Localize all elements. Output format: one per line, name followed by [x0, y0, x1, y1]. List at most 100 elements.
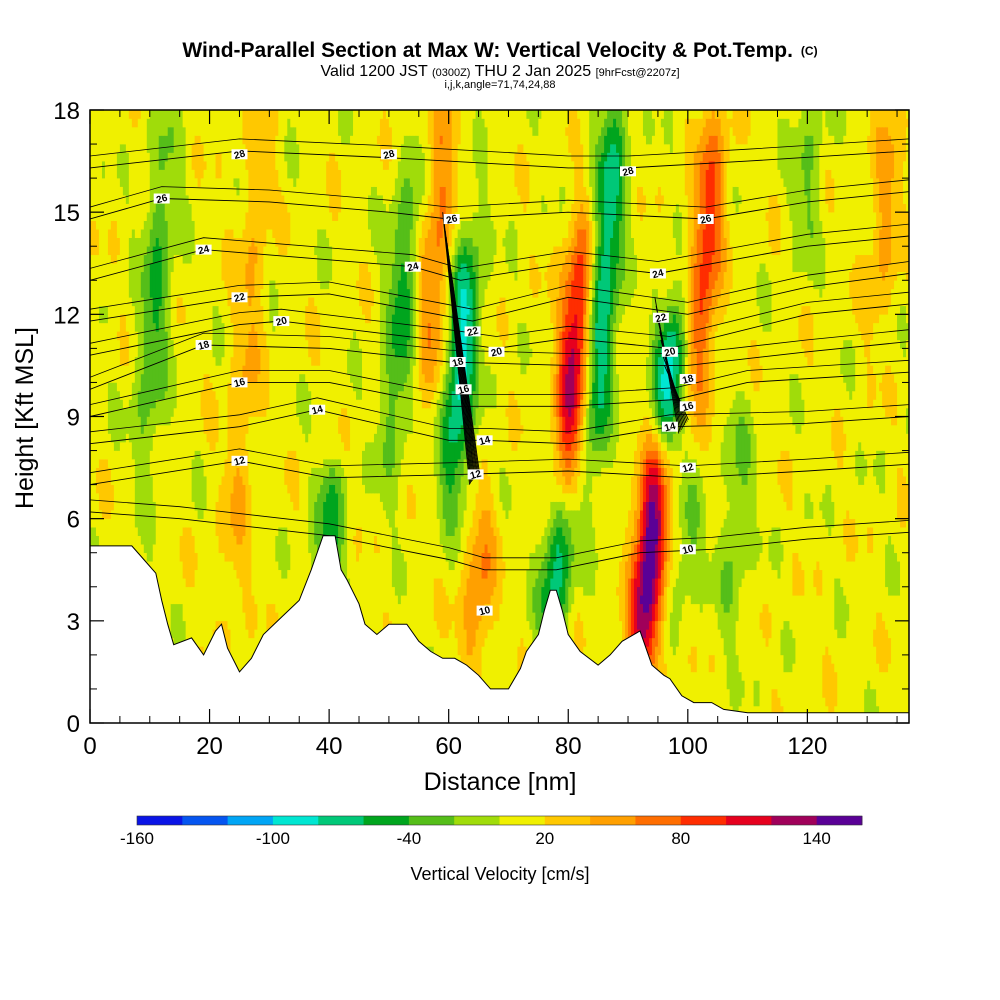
velocity-cell [323, 288, 327, 460]
theta-label-text: 26 [699, 213, 713, 227]
velocity-cell [702, 425, 707, 451]
velocity-cell [837, 637, 841, 723]
velocity-cell [415, 110, 420, 136]
velocity-cell [541, 110, 545, 196]
theta-label: 18 [449, 356, 466, 370]
velocity-cell [888, 110, 892, 136]
velocity-cell [275, 535, 279, 562]
velocity-cell [648, 501, 653, 605]
velocity-cell [182, 527, 187, 579]
velocity-cell [738, 195, 743, 204]
velocity-cell [580, 586, 584, 622]
velocity-cell [873, 229, 877, 324]
velocity-cell [568, 246, 572, 273]
velocity-cell [765, 110, 770, 213]
velocity-cell [780, 118, 785, 179]
velocity-cell [293, 450, 297, 511]
velocity-cell [194, 450, 199, 511]
velocity-cell [290, 178, 294, 451]
velocity-cell [619, 220, 623, 290]
velocity-cell [888, 365, 892, 417]
velocity-cell [792, 552, 797, 596]
velocity-cell [332, 459, 336, 468]
velocity-cell [356, 399, 360, 528]
velocity-cell [131, 305, 136, 383]
velocity-cell [900, 527, 904, 723]
velocity-cell [616, 442, 620, 588]
velocity-cell [155, 399, 160, 426]
velocity-cell [101, 459, 106, 519]
velocity-cell [338, 212, 342, 417]
velocity-cell [451, 603, 456, 622]
velocity-cell [678, 254, 683, 281]
theta-label-bg [195, 244, 212, 255]
velocity-cell [663, 484, 668, 562]
velocity-cell [747, 467, 752, 571]
velocity-cell [783, 186, 788, 451]
velocity-cell [559, 552, 563, 588]
velocity-cell [672, 433, 677, 451]
velocity-cell [663, 586, 668, 622]
velocity-cell [768, 612, 773, 639]
velocity-cell [400, 356, 405, 392]
velocity-cell [191, 459, 196, 502]
theta-label-text: 28 [382, 148, 396, 162]
velocity-cell [825, 203, 829, 485]
velocity-cell [708, 271, 713, 307]
velocity-cell [481, 110, 486, 119]
velocity-cell [281, 195, 285, 256]
velocity-cell [457, 271, 462, 375]
velocity-cell [409, 433, 414, 485]
velocity-cell [840, 110, 844, 145]
velocity-cell [359, 527, 363, 554]
velocity-cell [565, 110, 569, 128]
velocity-cell [101, 322, 106, 460]
velocity-cell [460, 569, 465, 698]
velocity-cell [726, 416, 731, 502]
velocity-cell [622, 314, 626, 545]
velocity-cell [230, 527, 235, 562]
velocity-cell [879, 110, 883, 128]
velocity-cell [834, 578, 838, 630]
velocity-cell [562, 501, 566, 519]
velocity-cell [469, 527, 474, 562]
velocity-cell [657, 416, 662, 426]
velocity-cell [559, 527, 563, 554]
velocity-cell [628, 510, 632, 554]
velocity-cell [828, 135, 832, 170]
velocity-cell [586, 110, 590, 196]
velocity-cell [891, 595, 895, 723]
velocity-cell [460, 425, 465, 451]
velocity-cell [409, 518, 414, 723]
velocity-cell [589, 442, 593, 494]
velocity-cell [702, 348, 707, 426]
velocity-cell [448, 569, 453, 605]
velocity-cell [813, 288, 817, 571]
velocity-cell [137, 535, 142, 571]
velocity-cell [484, 578, 489, 605]
velocity-cell [326, 195, 330, 239]
velocity-cell [565, 493, 569, 511]
velocity-cell [861, 339, 865, 451]
velocity-cell [726, 612, 731, 690]
velocity-cell [654, 620, 659, 647]
velocity-cell [326, 288, 330, 460]
velocity-cell [487, 280, 492, 366]
velocity-cell [634, 288, 638, 451]
velocity-cell [750, 569, 755, 723]
velocity-cell [675, 110, 680, 204]
velocity-cell [457, 493, 462, 554]
velocity-cell [568, 467, 572, 485]
velocity-cell [657, 510, 662, 536]
theta-label-text: 16 [681, 400, 695, 414]
velocity-cell [631, 476, 635, 536]
velocity-cell [777, 254, 782, 460]
velocity-cell [98, 510, 103, 554]
velocity-cell [610, 127, 614, 145]
velocity-cell [903, 527, 907, 723]
colorbar-tick-label: -160 [120, 829, 154, 848]
velocity-cell [571, 425, 575, 443]
velocity-cell [834, 144, 838, 409]
x-tick-label: 100 [668, 733, 708, 760]
velocity-cell [786, 110, 791, 119]
